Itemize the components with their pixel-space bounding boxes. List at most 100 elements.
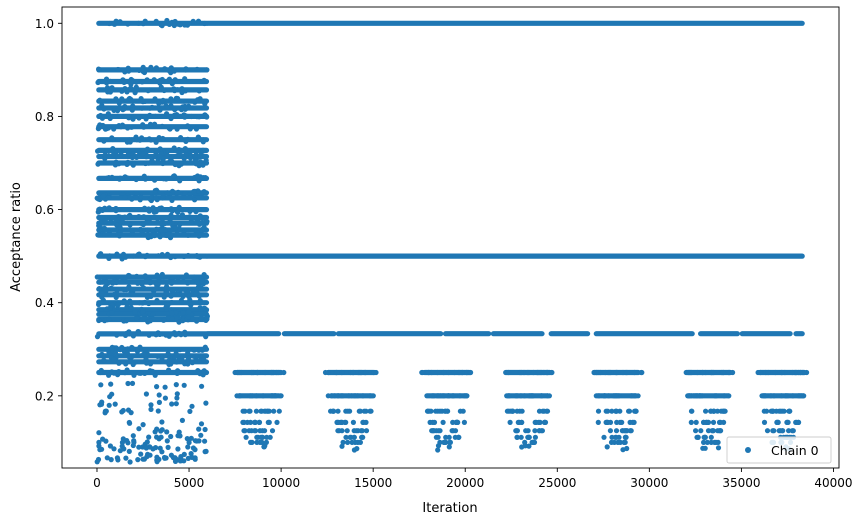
data-point [140,422,146,428]
data-point [112,401,118,407]
data-point [721,393,727,399]
data-point [101,225,108,231]
data-point [768,393,774,399]
data-point [163,304,169,310]
data-point [346,393,352,399]
data-point [726,369,732,376]
data-point [344,428,350,434]
data-point [518,434,524,440]
data-point [125,125,131,131]
data-point [166,361,172,367]
data-point [435,447,441,453]
data-point [185,252,191,259]
data-point [199,278,205,284]
data-point [196,88,202,94]
data-point [700,369,706,376]
data-point [164,438,170,444]
data-point [156,100,162,106]
data-point [188,113,194,120]
data-point [143,445,149,451]
data-point [144,146,151,152]
y-tick-label: 0.8 [35,110,54,124]
data-point [628,428,634,434]
data-point [351,393,357,399]
data-point [437,428,443,434]
data-point [98,382,104,388]
data-point [461,419,467,425]
data-point [126,273,132,279]
data-point [122,370,128,376]
data-point [267,434,273,440]
data-point [688,369,695,376]
data-point [172,161,178,168]
data-point [133,176,139,183]
data-point [154,272,160,278]
data-point [132,90,138,96]
data-point [717,419,724,425]
data-point [340,393,346,399]
data-point [146,332,152,338]
data-point [786,428,792,434]
data-point [358,369,364,376]
data-point [176,204,182,210]
data-point [693,419,699,425]
data-point [761,419,768,425]
data-point [165,351,171,357]
data-point [183,152,189,158]
data-point [525,428,531,434]
data-point [114,287,120,294]
data-point [431,419,438,425]
data-point [123,318,129,324]
data-point [243,434,249,440]
data-point [174,359,180,365]
data-point [142,18,148,24]
data-point [110,152,116,158]
data-point [445,393,451,399]
data-point [779,369,785,376]
data-point [126,213,132,219]
data-point [165,444,171,450]
data-point [195,134,201,140]
data-point [202,449,208,455]
data-point [252,419,258,425]
data-point [197,174,204,180]
data-point [198,285,204,291]
y-tick-label: 0.4 [35,296,54,310]
data-point [110,146,116,152]
data-point [154,384,160,390]
data-point [181,155,187,162]
data-point [120,107,126,113]
data-point [601,434,607,440]
data-point [617,408,623,414]
data-point [109,345,115,351]
data-point [135,457,141,463]
data-point [96,223,102,229]
data-point [125,380,131,387]
data-point [329,393,335,399]
data-point [115,302,121,308]
data-point [355,439,361,445]
data-point [175,189,181,195]
data-point [164,111,170,117]
data-point [169,188,176,194]
data-point [162,66,168,72]
data-point [191,188,197,195]
data-point [182,103,188,109]
data-point [113,294,119,300]
data-point [256,419,263,425]
data-point [177,22,183,28]
data-point [247,393,253,399]
data-point [160,135,166,142]
data-point [104,455,110,461]
data-point [149,368,156,374]
data-point [125,65,131,71]
data-point [175,369,181,375]
data-point [101,138,107,144]
data-point [99,102,105,108]
data-point [198,149,204,155]
data-point [713,439,719,445]
data-point [595,408,602,414]
data-point [276,408,282,414]
data-point [784,419,791,425]
data-point [614,419,620,425]
